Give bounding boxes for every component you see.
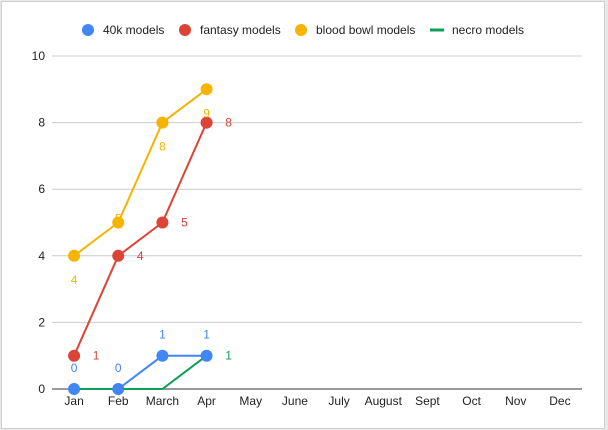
series-lines <box>73 88 208 390</box>
data-point[interactable] <box>112 216 125 229</box>
y-tick-label: 2 <box>38 315 45 329</box>
data-point[interactable] <box>68 349 81 362</box>
data-point[interactable] <box>112 383 125 395</box>
data-point[interactable] <box>68 249 81 262</box>
y-tick-label: 6 <box>38 182 45 196</box>
data-label: 0 <box>71 361 78 375</box>
x-tick-label: May <box>239 394 262 408</box>
legend-item[interactable]: fantasy models <box>179 23 281 37</box>
x-tick-label: Dec <box>549 394 570 408</box>
data-labels: 0 0 1 1 1 4 5 8 4 5 8 9 1 <box>71 106 232 375</box>
data-label: 4 <box>71 273 78 287</box>
data-label: 5 <box>181 216 188 230</box>
data-point[interactable] <box>156 116 169 129</box>
data-label: 0 <box>115 361 122 375</box>
x-tick-label: Oct <box>462 394 481 408</box>
legend-line-marker <box>430 28 444 32</box>
data-point[interactable] <box>200 349 213 362</box>
legend-label: blood bowl models <box>316 23 415 37</box>
legend-item[interactable]: 40k models <box>82 23 164 37</box>
y-tick-label: 0 <box>38 382 45 396</box>
data-point[interactable] <box>112 249 125 262</box>
legend-item[interactable]: necro models <box>430 23 524 37</box>
data-label: 9 <box>203 106 210 120</box>
legend-label: 40k models <box>103 23 164 37</box>
x-tick-label: July <box>328 394 349 408</box>
series-points <box>68 83 213 395</box>
series-line <box>73 122 208 357</box>
data-point[interactable] <box>156 349 169 362</box>
legend-item[interactable]: blood bowl models <box>295 23 415 37</box>
data-point[interactable] <box>156 216 169 229</box>
y-tick-label: 8 <box>38 116 45 130</box>
y-tick-label: 4 <box>38 249 45 263</box>
legend-dot-marker <box>82 24 94 36</box>
x-tick-label: Nov <box>505 394 526 408</box>
legend: 40k models fantasy models blood bowl model… <box>82 23 524 37</box>
x-tick-label: August <box>365 394 403 408</box>
x-tick-label: March <box>146 394 179 408</box>
legend-dot-marker <box>295 24 307 36</box>
x-axis-ticks: Jan Feb March Apr May June July August Sept Oct No… <box>64 394 570 408</box>
data-point[interactable] <box>200 83 213 96</box>
x-tick-label: June <box>282 394 308 408</box>
data-label: 8 <box>225 116 232 130</box>
gridlines <box>52 55 582 390</box>
series-line <box>74 354 208 390</box>
x-tick-label: Apr <box>197 394 216 408</box>
legend-label: necro models <box>452 23 524 37</box>
legend-label: fantasy models <box>200 23 281 37</box>
x-tick-label: Feb <box>108 394 129 408</box>
data-label: 1 <box>225 349 232 363</box>
legend-dot-marker <box>179 24 191 36</box>
data-label: 1 <box>159 328 166 342</box>
data-label: 1 <box>93 349 100 363</box>
y-axis-ticks: 0 2 4 6 8 10 <box>32 49 46 396</box>
data-label: 1 <box>203 328 210 342</box>
data-point[interactable] <box>200 116 213 129</box>
x-tick-label: Sept <box>415 394 440 408</box>
data-label: 4 <box>137 249 144 263</box>
data-label: 5 <box>115 212 122 226</box>
data-label: 8 <box>159 140 166 154</box>
series-line <box>73 88 208 257</box>
x-tick-label: Jan <box>64 394 83 408</box>
y-tick-label: 10 <box>32 49 46 63</box>
data-point[interactable] <box>68 383 81 395</box>
